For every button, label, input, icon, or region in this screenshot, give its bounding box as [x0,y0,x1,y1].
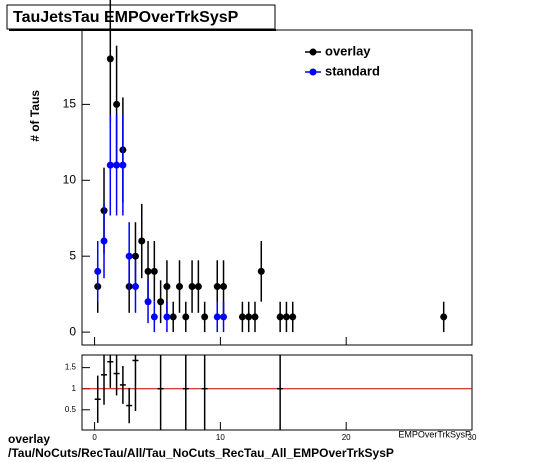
data-point [157,298,165,306]
data-point [188,283,196,291]
y-tick-label: 1.5 [65,363,77,372]
data-point [440,313,448,321]
title-box [6,4,276,30]
y-tick-label: 10 [63,172,77,186]
chart-title: TauJetsTau EMPOverTrkSysP [13,9,239,26]
data-point [282,313,290,321]
x-tick-label: 10 [216,433,225,442]
data-point [144,298,152,306]
data-point [100,237,108,245]
data-point [220,283,228,291]
data-point [113,161,121,169]
data-point [131,252,139,260]
data-point [113,100,121,108]
legend-marker [309,68,317,76]
data-point [94,267,102,275]
ratio-frame [81,354,473,431]
data-point [220,313,228,321]
footer-line: overlay [8,432,50,446]
data-point [238,313,246,321]
data-point [169,313,177,321]
x-tick-label: 20 [342,433,351,442]
data-point [163,283,171,291]
data-point [106,55,114,63]
y-tick-label: 0.5 [65,405,77,414]
data-point [213,313,221,321]
data-point [245,313,253,321]
data-point [131,283,139,291]
data-point [201,313,209,321]
data-point [163,313,171,321]
legend-label: standard [325,63,380,78]
data-point [176,283,183,291]
y-tick-label: 5 [69,248,76,262]
data-point [144,267,152,275]
x-tick-label: 0 [92,433,97,442]
footer-line: /Tau/NoCuts/RecTau/All/Tau_NoCuts_RecTau… [8,446,394,460]
y-tick-label: 15 [63,97,77,111]
legend-marker [309,48,317,56]
data-point [257,267,265,275]
data-point [213,283,221,291]
data-point [106,161,114,169]
data-point [194,283,202,291]
x-axis-label: EMPOverTrkSysP [398,429,471,439]
data-point [289,313,297,321]
data-point [125,252,133,260]
y-axis-label: # of Taus [28,90,42,142]
data-point [276,313,284,321]
x-tick-label: 30 [468,433,477,442]
data-point [182,313,190,321]
data-point [150,267,158,275]
data-point [119,161,127,169]
y-tick-label: 0 [69,324,76,338]
main-frame [81,29,473,346]
data-point [150,313,158,321]
y-tick-label: 1 [72,384,77,393]
data-point [251,313,259,321]
legend-label: overlay [325,43,371,58]
data-point [138,237,146,245]
